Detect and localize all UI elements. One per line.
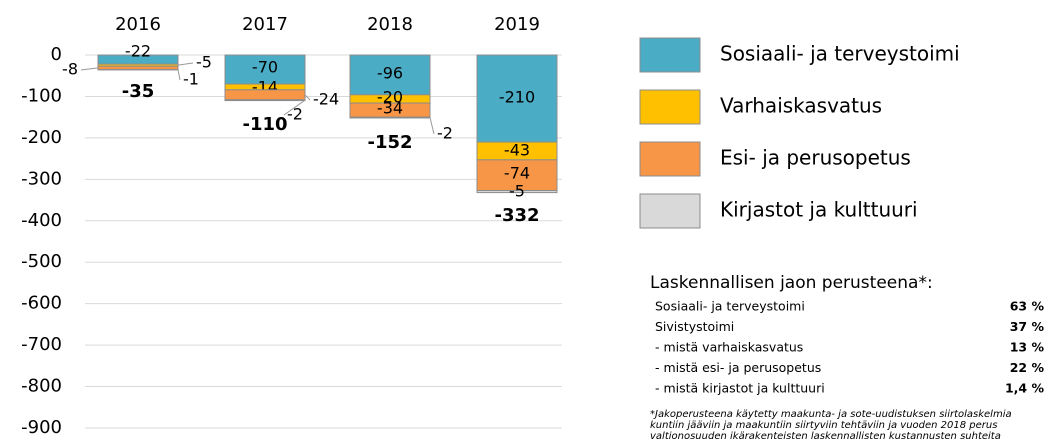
- footnote: kuntiin jääviin ja maakuntiin siirtyviin…: [650, 420, 997, 431]
- bar-segment: [476, 190, 558, 194]
- y-tick-label: -500: [21, 251, 62, 272]
- bar-segment: [224, 99, 306, 102]
- legend-swatch: [639, 37, 701, 73]
- legend-label: Sosiaali- ja terveystoimi: [720, 42, 960, 66]
- y-tick-label: -200: [21, 127, 62, 148]
- notes-row-value: 63 %: [1010, 299, 1045, 314]
- x-tick-label: 2018: [367, 14, 413, 35]
- bar-segment: [476, 159, 558, 192]
- bar-segment: [224, 54, 306, 85]
- legend-label: Esi- ja perusopetus: [720, 146, 911, 170]
- value-label: -2: [437, 124, 453, 143]
- y-tick-label: -300: [21, 168, 62, 189]
- total-label: -152: [367, 132, 412, 153]
- leader-line: [429, 117, 435, 135]
- x-tick-label: 2016: [115, 14, 161, 35]
- footnote: *Jakoperusteena käytetty maakunta- ja so…: [650, 409, 1012, 420]
- total-label: -110: [242, 114, 287, 135]
- notes-row-label: - mistä kirjastot ja kulttuuri: [655, 381, 825, 396]
- value-label: -43: [504, 141, 530, 160]
- value-label: -2: [287, 105, 303, 124]
- notes-row-value: 1,4 %: [1005, 381, 1044, 396]
- notes-row-value: 22 %: [1010, 360, 1045, 375]
- bar-segment: [349, 116, 431, 119]
- bar-segment: [349, 54, 431, 96]
- y-tick-label: -600: [21, 293, 62, 314]
- total-label: -35: [122, 81, 155, 102]
- value-label: -5: [509, 182, 525, 201]
- value-label: -1: [183, 70, 199, 89]
- notes-row-label: - mistä esi- ja perusopetus: [655, 360, 821, 375]
- leader-line: [177, 62, 194, 66]
- legend-swatch: [639, 89, 701, 125]
- legend-label: Kirjastot ja kulttuuri: [720, 198, 918, 222]
- value-label: -74: [504, 164, 530, 183]
- value-label: -5: [196, 53, 212, 72]
- y-tick-label: -100: [21, 85, 62, 106]
- leader-line: [304, 94, 311, 101]
- notes-row-label: Sosiaali- ja terveystoimi: [655, 299, 805, 314]
- total-label: -332: [494, 205, 539, 226]
- legend-label: Varhaiskasvatus: [720, 94, 882, 118]
- legend-swatch: [639, 141, 701, 177]
- value-label: -210: [499, 88, 535, 107]
- leader-line: [177, 69, 181, 81]
- y-tick-label: 0: [51, 44, 62, 65]
- value-label: -96: [377, 64, 403, 83]
- x-tick-label: 2019: [494, 14, 540, 35]
- legend-swatch: [639, 193, 701, 229]
- notes-title: Laskennallisen jaon perusteena*:: [650, 273, 933, 293]
- notes-row-label: - mistä varhaiskasvatus: [655, 340, 803, 355]
- x-tick-label: 2017: [242, 14, 288, 35]
- value-label: -34: [377, 99, 403, 118]
- y-tick-label: -800: [21, 376, 62, 397]
- y-tick-label: -700: [21, 334, 62, 355]
- notes-row-value: 37 %: [1010, 319, 1045, 334]
- y-tick-label: -400: [21, 210, 62, 231]
- leader-line: [80, 67, 99, 71]
- y-tick-label: -900: [21, 417, 62, 438]
- bar-segment: [476, 54, 558, 143]
- value-label: -24: [313, 90, 339, 109]
- notes-row-value: 13 %: [1010, 340, 1045, 355]
- notes-row-label: Sivistystoimi: [655, 319, 734, 334]
- value-label: -8: [62, 60, 78, 79]
- footnote: valtionosuuden ikärakenteisten laskennal…: [650, 431, 1001, 441]
- value-label: -20: [377, 88, 403, 107]
- leader-line: [283, 99, 306, 116]
- bar-segment: [224, 89, 306, 101]
- value-label: -22: [125, 42, 151, 61]
- value-label: -70: [252, 58, 278, 77]
